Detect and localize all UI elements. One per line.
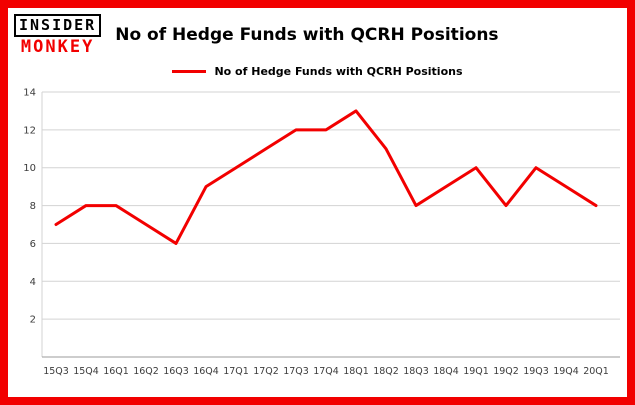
- x-tick-label: 15Q4: [73, 366, 99, 377]
- line-chart: 2 4 6 8 10 12 14 15Q3 15Q4 16Q1 16Q2 16Q3 16Q4 17Q1 17…: [23, 88, 620, 377]
- legend: No of Hedge Funds with QCRH Positions: [8, 65, 627, 78]
- y-tick-label: 8: [30, 201, 36, 212]
- series-line: [54, 109, 598, 245]
- x-tick-label: 17Q4: [313, 366, 339, 377]
- x-tick-label: 19Q3: [523, 366, 549, 377]
- y-tick-label: 4: [30, 277, 36, 288]
- logo-monkey-text: MONKEY: [20, 37, 95, 57]
- x-tick-label: 18Q3: [403, 366, 429, 377]
- x-tick-label: 18Q1: [343, 366, 369, 377]
- x-tick-label: 16Q3: [163, 366, 189, 377]
- x-tick-label: 19Q4: [553, 366, 579, 377]
- insider-monkey-logo: INSIDER MONKEY: [14, 14, 102, 57]
- x-tick-label: 18Q4: [433, 366, 459, 377]
- x-tick-label: 19Q1: [463, 366, 489, 377]
- x-tick-label: 16Q2: [133, 366, 159, 377]
- x-tick-label: 16Q1: [103, 366, 129, 377]
- legend-label: No of Hedge Funds with QCRH Positions: [214, 65, 463, 78]
- logo-insider-text: INSIDER: [14, 14, 102, 37]
- y-tick-label: 10: [23, 163, 36, 174]
- header: INSIDER MONKEY No of Hedge Funds with QC…: [8, 8, 627, 56]
- x-tick-label: 17Q3: [283, 366, 309, 377]
- x-tick-label: 15Q3: [43, 366, 69, 377]
- x-tick-label: 17Q1: [223, 366, 249, 377]
- y-tick-label: 12: [23, 125, 36, 136]
- x-tick-label: 16Q4: [193, 366, 219, 377]
- x-tick-label: 17Q2: [253, 366, 279, 377]
- x-tick-label: 18Q2: [373, 366, 399, 377]
- y-tick-label: 6: [30, 239, 36, 250]
- x-tick-label: 20Q1: [583, 366, 609, 377]
- legend-line-swatch: [172, 70, 207, 73]
- chart-title: No of Hedge Funds with QCRH Positions: [115, 25, 499, 45]
- y-tick-label: 14: [23, 88, 36, 99]
- y-tick-label: 2: [30, 315, 36, 326]
- x-tick-label: 19Q2: [493, 366, 519, 377]
